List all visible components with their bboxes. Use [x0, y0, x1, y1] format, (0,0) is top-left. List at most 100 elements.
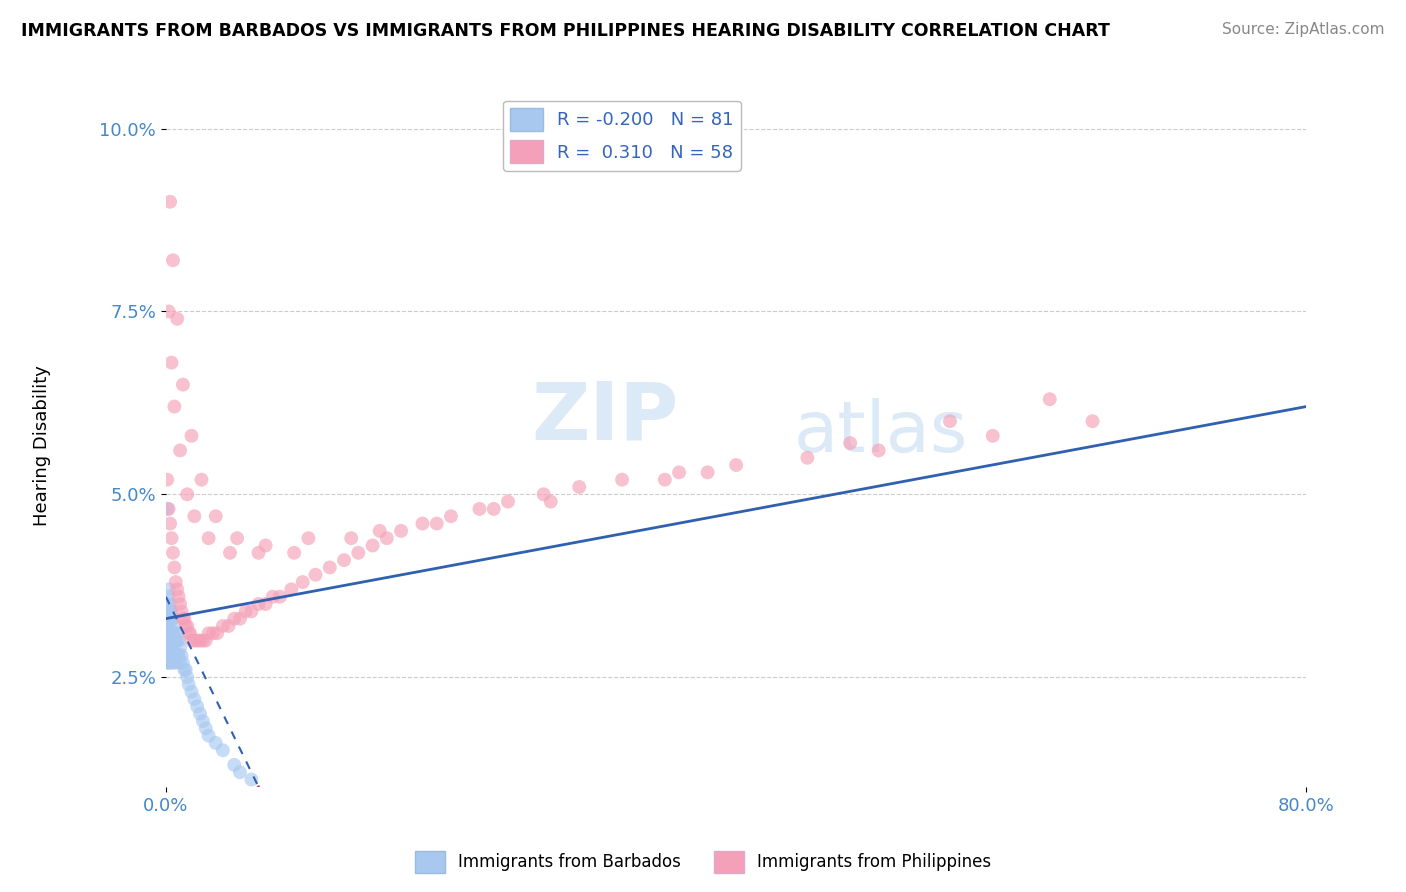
Point — [254, 539, 277, 553]
Point — [218, 619, 240, 633]
Point — [157, 626, 180, 640]
Point — [157, 612, 180, 626]
Point — [156, 626, 179, 640]
Point — [160, 633, 183, 648]
Point — [163, 626, 186, 640]
Point — [610, 473, 633, 487]
Point — [156, 640, 179, 655]
Point — [160, 531, 183, 545]
Point — [205, 626, 228, 640]
Point — [167, 648, 190, 663]
Legend: Immigrants from Barbados, Immigrants from Philippines: Immigrants from Barbados, Immigrants fro… — [408, 845, 998, 880]
Point — [333, 553, 356, 567]
Point — [157, 633, 180, 648]
Point — [533, 487, 555, 501]
Point — [183, 692, 205, 706]
Point — [796, 450, 818, 465]
Point — [169, 656, 191, 670]
Point — [162, 648, 184, 663]
Point — [159, 626, 181, 640]
Point — [440, 509, 463, 524]
Point — [204, 736, 226, 750]
Point — [159, 597, 181, 611]
Point — [191, 714, 214, 728]
Point — [159, 612, 181, 626]
Point — [347, 546, 370, 560]
Point — [157, 604, 180, 618]
Point — [194, 633, 217, 648]
Point — [159, 516, 181, 531]
Point — [411, 516, 433, 531]
Point — [981, 429, 1004, 443]
Point — [188, 706, 211, 721]
Point — [159, 656, 181, 670]
Point — [1081, 414, 1104, 428]
Point — [162, 612, 184, 626]
Point — [219, 546, 242, 560]
Point — [186, 633, 208, 648]
Point — [180, 429, 202, 443]
Point — [375, 531, 398, 545]
Point — [156, 633, 179, 648]
Point — [212, 743, 235, 757]
Point — [157, 502, 180, 516]
Point — [156, 619, 179, 633]
Point — [229, 612, 252, 626]
Point — [159, 633, 181, 648]
Point — [389, 524, 412, 538]
Point — [176, 487, 198, 501]
Point — [157, 640, 180, 655]
Point — [166, 311, 188, 326]
Point — [280, 582, 302, 597]
Point — [235, 604, 257, 618]
Point — [162, 546, 184, 560]
Point — [247, 597, 270, 611]
Point — [191, 633, 214, 648]
Point — [165, 626, 187, 640]
Point — [176, 619, 198, 633]
Point — [163, 560, 186, 574]
Point — [173, 663, 195, 677]
Point — [167, 590, 190, 604]
Point — [176, 670, 198, 684]
Point — [160, 640, 183, 655]
Point — [368, 524, 391, 538]
Point — [340, 531, 363, 545]
Point — [160, 626, 183, 640]
Point — [177, 677, 200, 691]
Point — [166, 633, 188, 648]
Point — [696, 466, 718, 480]
Point — [160, 612, 183, 626]
Point — [157, 304, 180, 318]
Text: atlas: atlas — [793, 398, 967, 467]
Point — [156, 473, 179, 487]
Point — [159, 194, 181, 209]
Point — [172, 377, 194, 392]
Point — [654, 473, 676, 487]
Point — [167, 633, 190, 648]
Point — [163, 619, 186, 633]
Text: IMMIGRANTS FROM BARBADOS VS IMMIGRANTS FROM PHILIPPINES HEARING DISABILITY CORRE: IMMIGRANTS FROM BARBADOS VS IMMIGRANTS F… — [21, 22, 1109, 40]
Point — [725, 458, 748, 472]
Point — [197, 729, 219, 743]
Point — [156, 656, 179, 670]
Point — [224, 612, 246, 626]
Point — [224, 758, 246, 772]
Point — [197, 626, 219, 640]
Point — [166, 648, 188, 663]
Point — [180, 633, 202, 648]
Point — [361, 539, 384, 553]
Point — [163, 633, 186, 648]
Point — [297, 531, 319, 545]
Point — [169, 640, 191, 655]
Point — [939, 414, 962, 428]
Point — [165, 656, 187, 670]
Point — [304, 567, 326, 582]
Point — [162, 626, 184, 640]
Point — [468, 502, 491, 516]
Point — [177, 626, 200, 640]
Point — [156, 640, 179, 655]
Text: Hearing Disability: Hearing Disability — [34, 366, 51, 526]
Point — [226, 531, 249, 545]
Point — [496, 494, 519, 508]
